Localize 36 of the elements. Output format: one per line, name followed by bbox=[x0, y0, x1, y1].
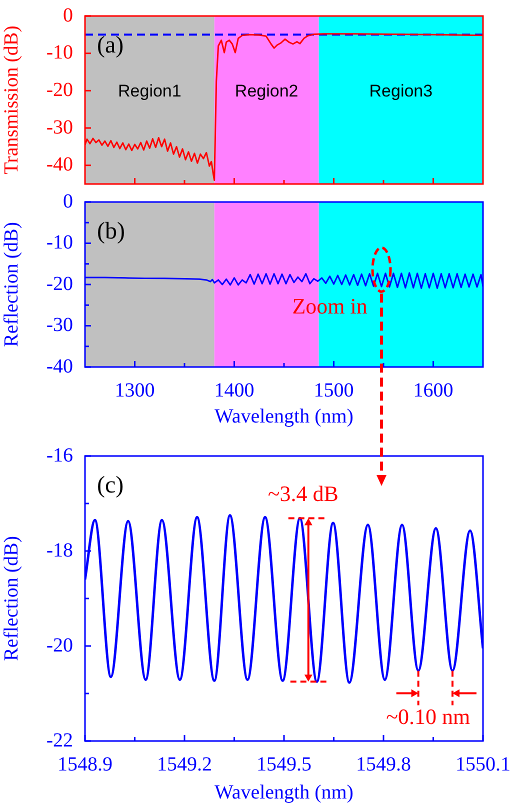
annotation: ~3.4 dB bbox=[268, 480, 338, 506]
y-tick-label: -10 bbox=[46, 42, 73, 64]
y-tick-label: -16 bbox=[46, 444, 73, 466]
band-label: Region2 bbox=[234, 81, 298, 100]
x-tick-label: 1549.8 bbox=[356, 753, 411, 776]
y-tick-label: -22 bbox=[46, 729, 73, 752]
x-tick-label: 1549.2 bbox=[157, 753, 212, 776]
x-tick-label: 1549.5 bbox=[256, 753, 312, 776]
x-tick-label: 1600 bbox=[413, 379, 454, 402]
annotation: (a) bbox=[97, 32, 124, 58]
annotation: ~0.10 nm bbox=[386, 704, 470, 729]
y-tick-label: -20 bbox=[46, 634, 73, 656]
x-tick-label: 1548.9 bbox=[58, 753, 112, 776]
y-tick-label: -10 bbox=[46, 232, 73, 254]
x-tick-label: 1500 bbox=[314, 379, 354, 402]
y-tick-label: -20 bbox=[46, 78, 73, 101]
y-axis-title: Transmission (dB) bbox=[0, 26, 22, 174]
annotation: (b) bbox=[97, 218, 125, 244]
band-label: Region1 bbox=[118, 81, 182, 100]
y-axis-title: Reflection (dB) bbox=[0, 536, 22, 661]
y-tick-label: -40 bbox=[46, 355, 73, 378]
y-axis-title: Reflection (dB) bbox=[0, 222, 22, 347]
y-tick-label: 0 bbox=[63, 190, 73, 212]
x-tick-label: 1400 bbox=[214, 379, 254, 402]
x-tick-label: 1550.1 bbox=[456, 753, 510, 776]
x-axis-title: Wavelength (nm) bbox=[214, 405, 354, 428]
y-tick-label: -18 bbox=[46, 539, 73, 562]
y-tick-label: -40 bbox=[46, 154, 73, 176]
y-tick-label: -20 bbox=[46, 272, 73, 295]
y-tick-label: -30 bbox=[46, 116, 73, 138]
band-label: Region3 bbox=[369, 81, 433, 100]
annotation: (c) bbox=[97, 472, 124, 498]
x-axis-title: Wavelength (nm) bbox=[214, 781, 354, 804]
x-tick-label: 1300 bbox=[114, 379, 155, 402]
y-tick-label: -30 bbox=[46, 314, 73, 336]
y-tick-label: 0 bbox=[63, 4, 73, 26]
